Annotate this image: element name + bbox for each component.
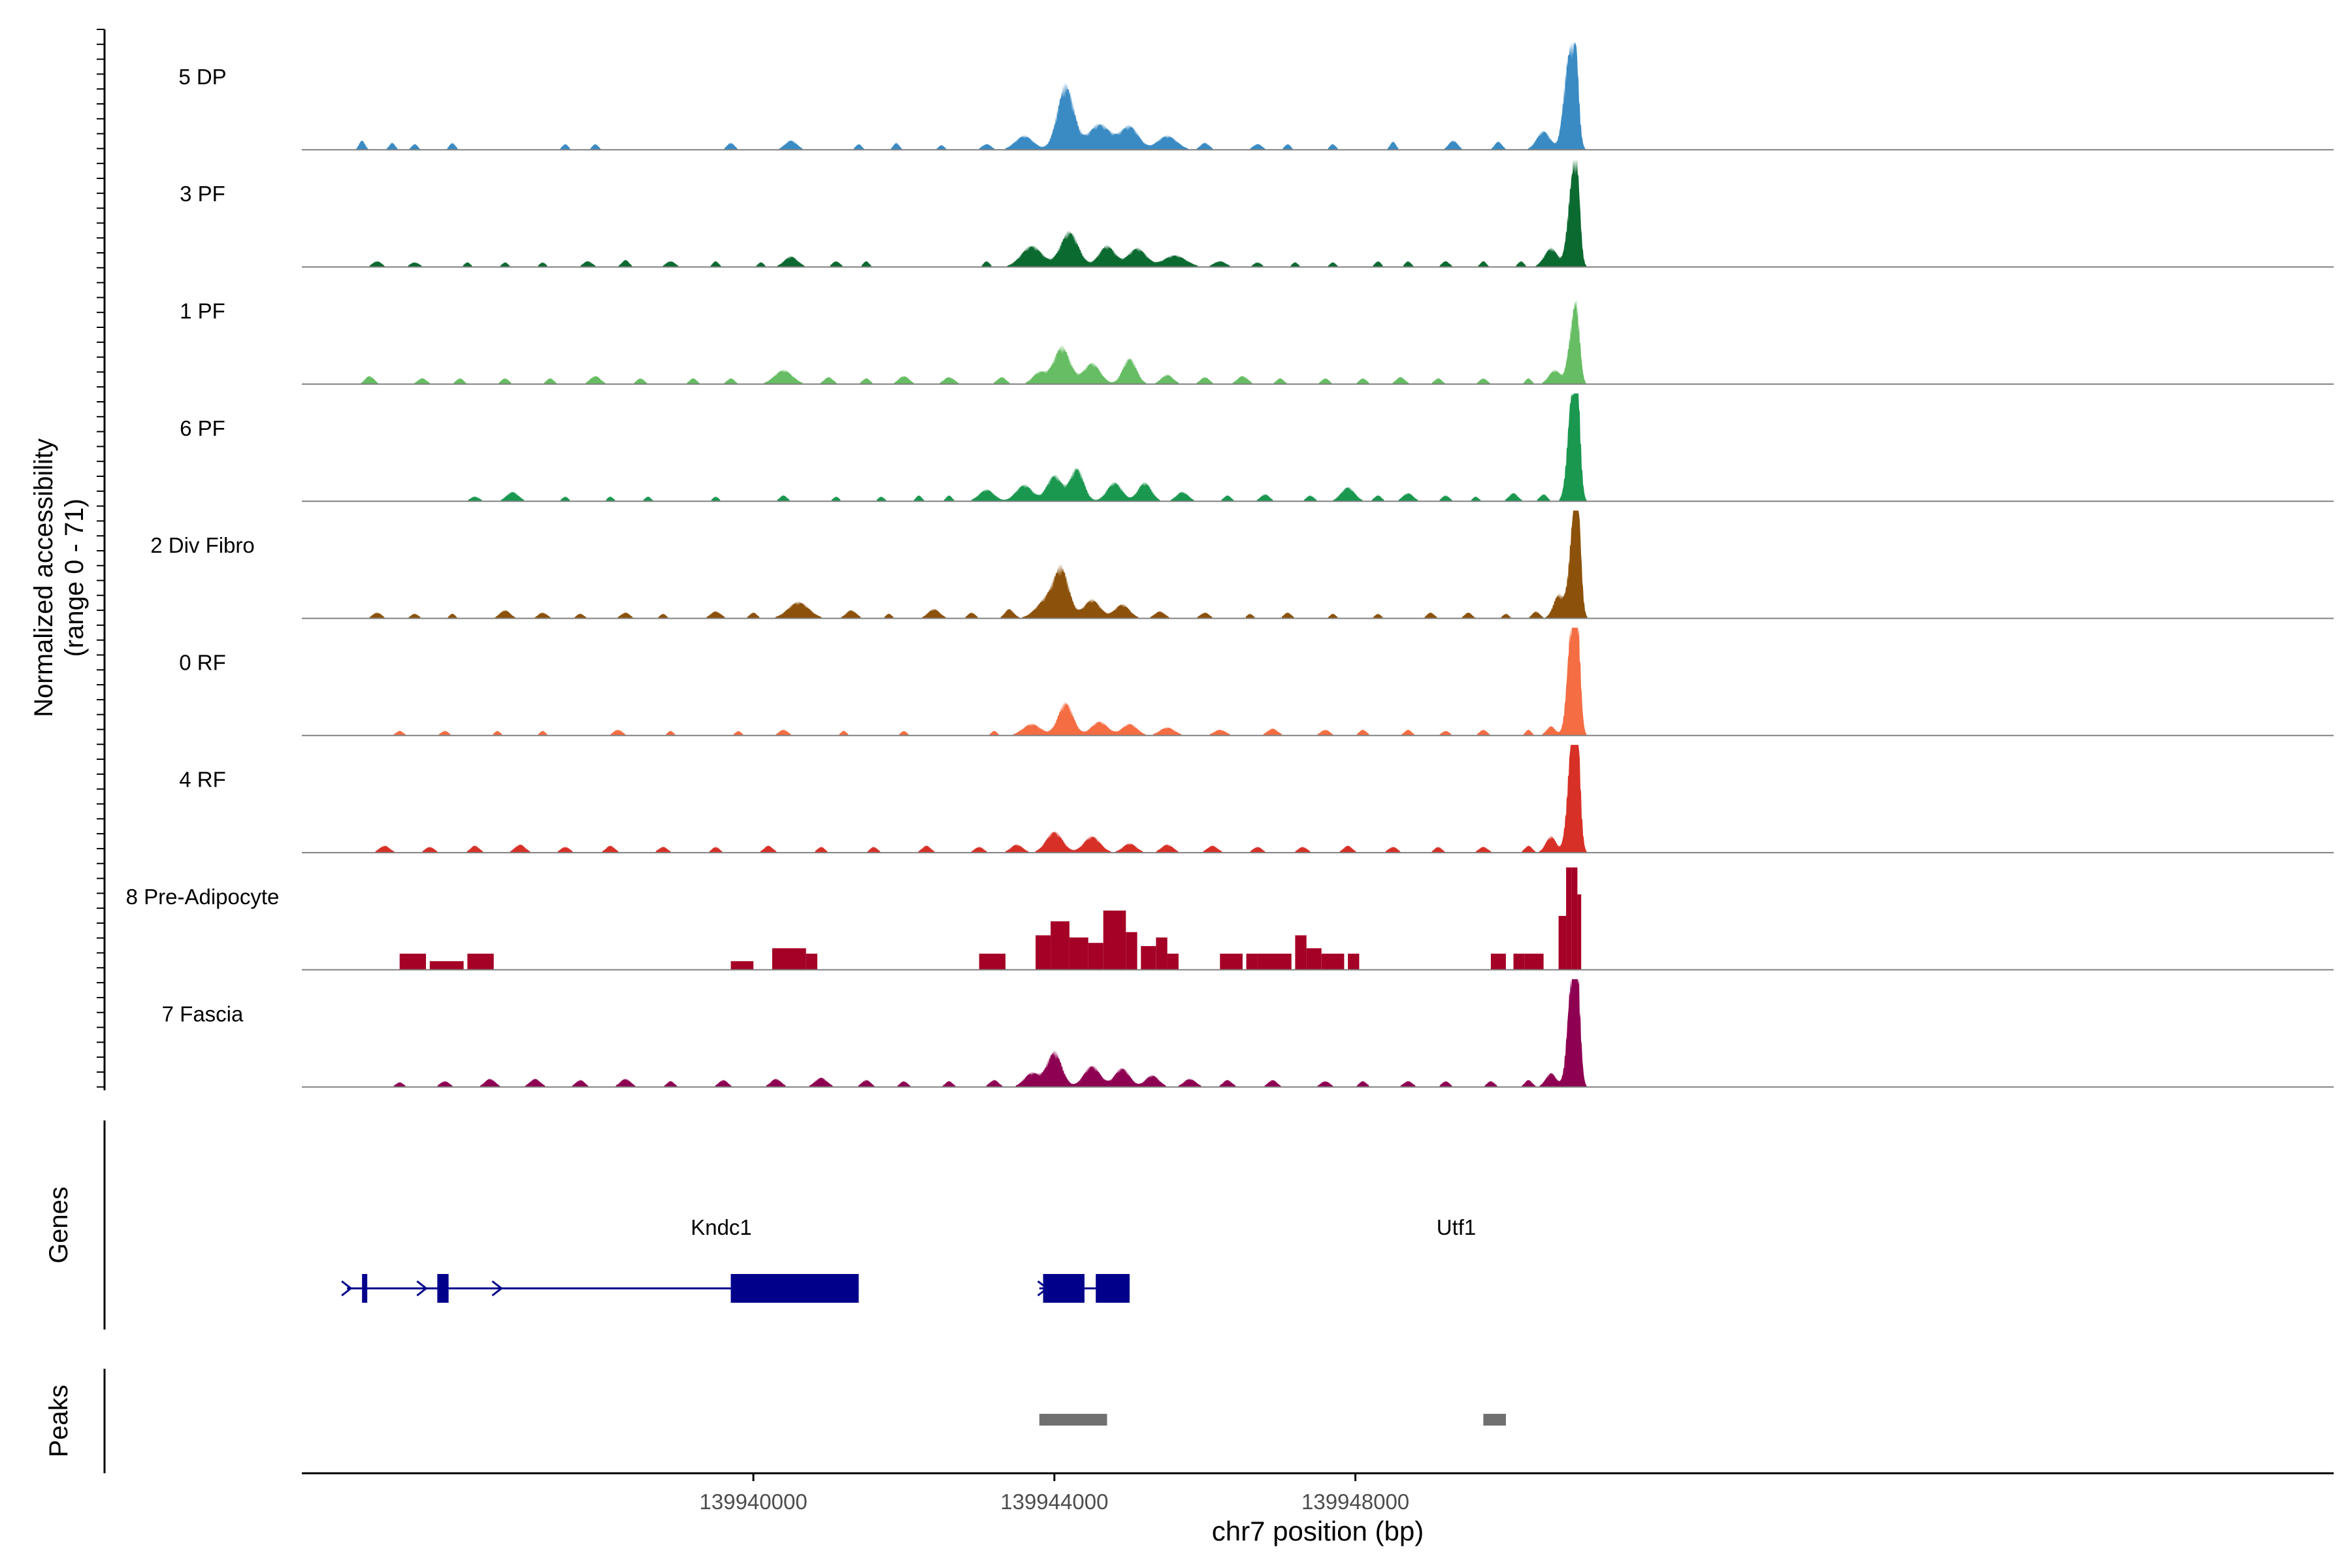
- coverage-area: [302, 299, 2334, 384]
- genes-panel-label: Genes: [44, 1186, 73, 1264]
- track-label: 7 Fascia: [162, 1002, 244, 1026]
- gene-utf1: Utf1: [1037, 1215, 1477, 1303]
- track-label: 6 PF: [180, 416, 225, 440]
- coverage-area: [302, 510, 2334, 619]
- coverage-area: [302, 627, 2334, 736]
- gene-exon: [362, 1274, 368, 1303]
- track-label: 2 Div Fibro: [150, 533, 255, 557]
- coverage-bin: [1156, 937, 1168, 970]
- gene-name-label: Utf1: [1437, 1215, 1477, 1239]
- coverage-bin: [1348, 953, 1360, 970]
- x-tick-label: 139940000: [700, 1490, 808, 1514]
- coverage-bin: [1088, 943, 1103, 970]
- coverage-bin: [1558, 915, 1567, 970]
- track-8-pre-adipocyte: 8 Pre-Adipocyte: [126, 867, 2334, 971]
- coverage-bin: [1306, 948, 1322, 970]
- track-2-div-fibro: 2 Div Fibro: [150, 510, 2334, 619]
- track-label: 1 PF: [180, 299, 225, 323]
- track-1-pf: 1 PF: [180, 299, 2334, 385]
- x-axis-ticks: 139940000 139944000 139948000: [700, 1473, 1409, 1514]
- coverage-bin: [429, 961, 464, 970]
- gene-kndc1: Kndc1: [341, 1215, 859, 1303]
- track-0-rf: 0 RF: [179, 627, 2334, 736]
- x-tick-label: 139948000: [1301, 1490, 1409, 1514]
- track-label: 8 Pre-Adipocyte: [126, 885, 280, 909]
- gene-exon: [730, 1274, 859, 1303]
- track-label: 3 PF: [180, 182, 225, 206]
- coverage-area: [302, 42, 2334, 150]
- coverage-bin: [1126, 932, 1137, 970]
- coverage-bin: [1577, 894, 1582, 970]
- track-4-rf: 4 RF: [179, 745, 2334, 854]
- strand-arrow-icon: [416, 1280, 428, 1297]
- track-3-pf: 3 PF: [180, 159, 2334, 268]
- peaks-panel-label: Peaks: [44, 1384, 73, 1457]
- coverage-bin: [1036, 935, 1051, 970]
- coverage-bin: [1246, 953, 1258, 970]
- x-axis-label: chr7 position (bp): [1212, 1516, 1424, 1546]
- x-tick-label: 139944000: [1000, 1490, 1108, 1514]
- peak-region: [1483, 1414, 1506, 1426]
- coverage-bin: [1571, 867, 1578, 970]
- track-label: 4 RF: [179, 768, 226, 792]
- track-6-pf: 6 PF: [180, 393, 2334, 502]
- y-axis-range-label: (range 0 - 71): [60, 498, 89, 657]
- coverage-area: [302, 745, 2334, 853]
- coverage-bin: [1566, 867, 1572, 970]
- coverage-bin: [467, 953, 494, 970]
- track-7-fascia: 7 Fascia: [162, 979, 2334, 1088]
- coverage-bin: [1167, 953, 1179, 970]
- coverage-bin: [1051, 921, 1070, 970]
- coverage-bin: [1141, 946, 1156, 970]
- track-label: 0 RF: [179, 650, 226, 674]
- coverage-bin: [1321, 953, 1345, 970]
- coverage-area: [302, 393, 2334, 502]
- peak-region: [1039, 1414, 1107, 1426]
- gene-exon: [1043, 1274, 1085, 1303]
- track-5-dp: 5 DP: [178, 42, 2334, 151]
- coverage-bin: [979, 953, 1005, 970]
- coverage-bin: [1220, 953, 1243, 970]
- coverage-bin: [1513, 953, 1525, 970]
- coverage-tracks: 5 DP 3 PF 1 PF 6 PF 2 Div Fibro 0 RF 4 RF 8 Pre…: [126, 42, 2334, 1088]
- coverage-bin: [1257, 953, 1292, 970]
- coverage-bin: [1490, 953, 1506, 970]
- gene-exon: [437, 1274, 449, 1303]
- coverage-bin: [399, 953, 426, 970]
- coverage-bin: [1295, 935, 1307, 970]
- strand-arrow-icon: [341, 1280, 353, 1297]
- track-label: 5 DP: [178, 65, 226, 89]
- genes-panel: Kndc1 Utf1: [341, 1215, 1477, 1303]
- coverage-area: [302, 159, 2334, 267]
- coverage-bin: [730, 961, 754, 970]
- coverage-bin: [806, 953, 817, 970]
- y-axis-label: Normalized accessibility: [29, 438, 58, 717]
- peaks-panel: [1039, 1414, 1506, 1426]
- strand-arrow-icon: [491, 1280, 503, 1297]
- gene-name-label: Kndc1: [691, 1215, 752, 1239]
- coverage-area: [302, 979, 2334, 1087]
- strand-arrow-icon: [1037, 1280, 1049, 1297]
- coverage-bin: [1524, 953, 1544, 970]
- coverage-bin: [1069, 937, 1088, 970]
- coverage-bin: [1103, 910, 1126, 970]
- y-axis-ticks: [97, 29, 105, 1088]
- coverage-bin: [772, 948, 806, 970]
- gene-exon: [1096, 1274, 1130, 1303]
